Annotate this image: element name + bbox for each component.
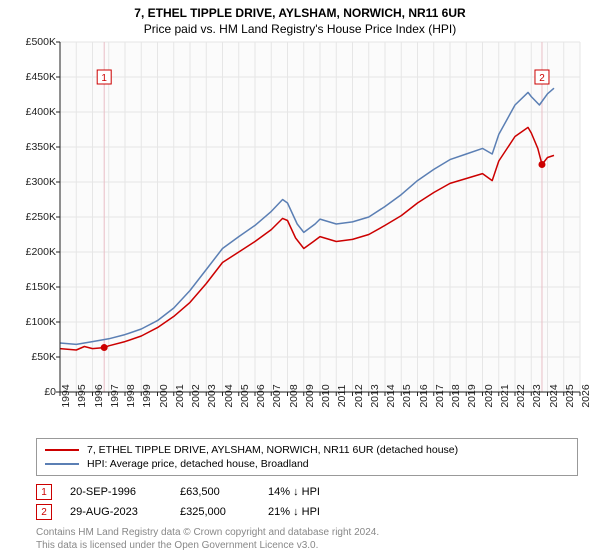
- table-row: 1 20-SEP-1996 £63,500 14% ↓ HPI: [36, 482, 578, 502]
- chart-title: 7, ETHEL TIPPLE DRIVE, AYLSHAM, NORWICH,…: [0, 0, 600, 20]
- legend-item: 7, ETHEL TIPPLE DRIVE, AYLSHAM, NORWICH,…: [45, 443, 569, 457]
- sale-badge: 2: [36, 504, 52, 520]
- footer: Contains HM Land Registry data © Crown c…: [36, 526, 578, 552]
- sales-table: 1 20-SEP-1996 £63,500 14% ↓ HPI 2 29-AUG…: [36, 482, 578, 522]
- footer-line: This data is licensed under the Open Gov…: [36, 539, 578, 552]
- legend-label: HPI: Average price, detached house, Broa…: [87, 458, 309, 470]
- sale-badge: 1: [36, 484, 52, 500]
- footer-line: Contains HM Land Registry data © Crown c…: [36, 526, 578, 539]
- legend-swatch: [45, 449, 79, 451]
- legend-item: HPI: Average price, detached house, Broa…: [45, 457, 569, 471]
- legend-swatch: [45, 463, 79, 465]
- svg-text:2: 2: [539, 73, 545, 84]
- chart-subtitle: Price paid vs. HM Land Registry's House …: [0, 20, 600, 42]
- chart-container: 7, ETHEL TIPPLE DRIVE, AYLSHAM, NORWICH,…: [0, 0, 600, 560]
- sale-badge-number: 2: [41, 507, 47, 518]
- sale-date: 20-SEP-1996: [70, 486, 162, 498]
- plot-area: 12: [60, 42, 580, 392]
- sale-price: £325,000: [180, 506, 250, 518]
- svg-text:1: 1: [101, 73, 107, 84]
- table-row: 2 29-AUG-2023 £325,000 21% ↓ HPI: [36, 502, 578, 522]
- y-axis: £0£50K£100K£150K£200K£250K£300K£350K£400…: [18, 42, 60, 392]
- legend: 7, ETHEL TIPPLE DRIVE, AYLSHAM, NORWICH,…: [36, 438, 578, 476]
- chart-svg: 12: [60, 42, 580, 392]
- x-axis: 1994199519961997199819992000200120022003…: [60, 392, 580, 428]
- sale-price: £63,500: [180, 486, 250, 498]
- legend-label: 7, ETHEL TIPPLE DRIVE, AYLSHAM, NORWICH,…: [87, 444, 458, 456]
- sale-badge-number: 1: [41, 487, 47, 498]
- sale-hpi-delta: 21% ↓ HPI: [268, 506, 320, 518]
- sale-hpi-delta: 14% ↓ HPI: [268, 486, 320, 498]
- sale-date: 29-AUG-2023: [70, 506, 162, 518]
- chart-area: £0£50K£100K£150K£200K£250K£300K£350K£400…: [18, 42, 588, 432]
